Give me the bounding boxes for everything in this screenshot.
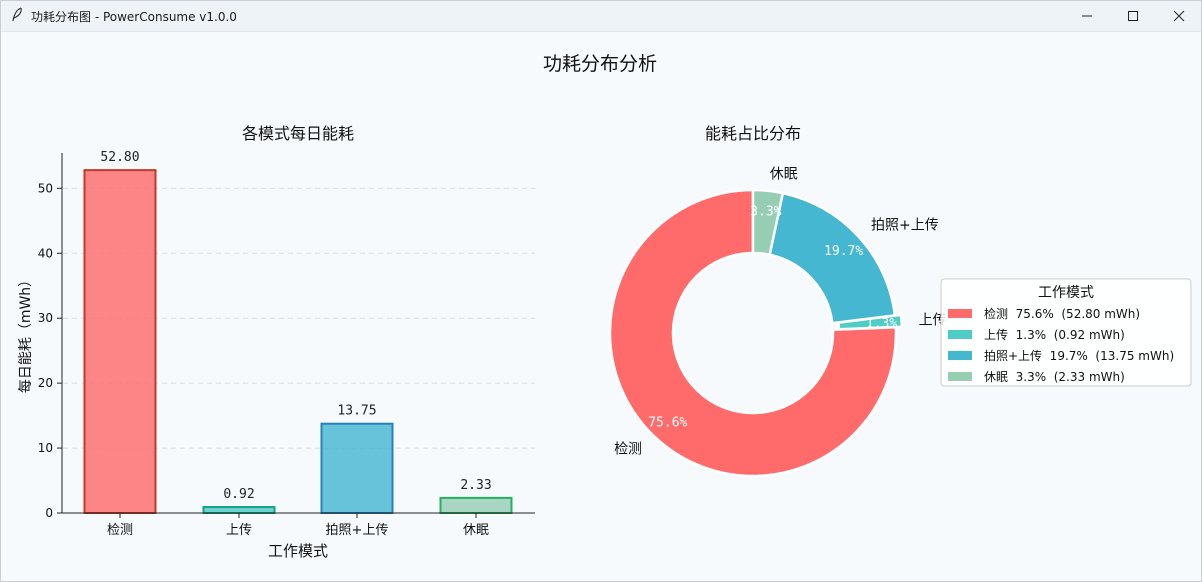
legend-entry-label: 休眠 3.3% (2.33 mWh) xyxy=(984,370,1125,384)
legend-frame xyxy=(940,278,1192,387)
bar-value-label: 2.33 xyxy=(460,478,491,493)
y-tick-label: 10 xyxy=(38,441,53,455)
donut-chart: 能耗占比分布 检测 上传 拍照+上传 休眠 75.6% 1.3% 19.7% 3.3% xyxy=(608,124,947,478)
bar-series xyxy=(83,169,513,515)
donut-category-label: 上传 xyxy=(919,312,947,328)
title-bar: 功耗分布图 - PowerConsume v1.0.0 xyxy=(0,0,1202,32)
bar-grid xyxy=(63,187,535,449)
legend-swatch xyxy=(948,309,972,318)
donut-wedge xyxy=(608,188,898,478)
donut-wedge xyxy=(751,188,785,257)
bar-chart-title: 各模式每日能耗 xyxy=(242,124,354,143)
donut-wedges xyxy=(608,188,904,478)
maximize-button[interactable] xyxy=(1110,0,1156,31)
y-tick-label: 20 xyxy=(38,376,53,390)
x-tick-label: 休眠 xyxy=(463,523,489,538)
bar-value-label: 52.80 xyxy=(100,150,139,165)
donut-percent-label: 19.7% xyxy=(824,244,863,259)
close-icon xyxy=(1173,10,1185,22)
x-tick-label: 检测 xyxy=(107,523,133,538)
bar-chart: 各模式每日能耗 52.80 0.92 13.75 2.33 0 10 20 30 40 50 检… xyxy=(18,124,535,560)
donut-percent-labels: 75.6% 1.3% 19.7% 3.3% xyxy=(648,205,897,431)
feather-icon xyxy=(12,7,22,22)
legend-entry-label: 拍照+上传 19.7% (13.75 mWh) xyxy=(984,348,1174,363)
legend-entries: 检测 75.6% (52.80 mWh) 上传 1.3% (0.92 mWh) 拍照… xyxy=(948,306,1174,384)
bar-value-label: 0.92 xyxy=(223,487,254,502)
bar-value-label: 13.75 xyxy=(337,404,376,419)
legend-swatch xyxy=(948,372,972,381)
figure-canvas: 功耗分布分析 各模式每日能耗 52.80 0.92 13.75 2.33 0 10 20 3… xyxy=(18,53,1192,560)
y-tick-label: 30 xyxy=(38,311,53,325)
y-tick-label: 50 xyxy=(38,181,53,195)
donut-labels: 检测 上传 拍照+上传 休眠 xyxy=(614,167,947,458)
y-tick-label: 40 xyxy=(38,246,53,260)
y-tick-label: 0 xyxy=(45,506,53,520)
bar xyxy=(320,422,394,515)
donut-percent-label: 75.6% xyxy=(648,416,687,431)
bar-value-labels: 52.80 0.92 13.75 2.33 xyxy=(100,150,491,502)
y-axis-ticks: 0 10 20 30 40 50 xyxy=(38,181,62,520)
legend-entry-label: 检测 75.6% (52.80 mWh) xyxy=(984,306,1140,321)
donut-category-label: 检测 xyxy=(614,442,642,458)
close-button[interactable] xyxy=(1156,0,1202,31)
window-title: 功耗分布图 - PowerConsume v1.0.0 xyxy=(31,10,237,24)
legend-swatch xyxy=(948,330,972,339)
minimize-button[interactable] xyxy=(1064,0,1110,31)
legend: 工作模式 检测 75.6% (52.80 mWh) 上传 1.3% (0.92 m… xyxy=(940,278,1192,387)
donut-chart-title: 能耗占比分布 xyxy=(705,124,801,143)
bar xyxy=(439,496,513,514)
bar xyxy=(202,506,276,514)
y-axis-label: 每日能耗（mWh） xyxy=(18,273,34,393)
maximize-icon xyxy=(1128,11,1138,21)
x-tick-label: 上传 xyxy=(226,523,252,538)
donut-percent-label: 3.3% xyxy=(750,205,781,220)
legend-title: 工作模式 xyxy=(1038,285,1094,301)
legend-swatch xyxy=(948,351,972,360)
x-axis-ticks: 检测 上传 拍照+上传 休眠 xyxy=(107,513,489,538)
legend-entry-label: 上传 1.3% (0.92 mWh) xyxy=(984,327,1125,342)
donut-percent-label: 1.3% xyxy=(866,316,897,331)
donut-category-label: 拍照+上传 xyxy=(871,218,939,234)
x-axis-label: 工作模式 xyxy=(268,542,328,560)
figure-suptitle: 功耗分布分析 xyxy=(543,53,657,75)
minimize-icon xyxy=(1082,15,1092,17)
donut-category-label: 休眠 xyxy=(770,167,798,183)
bar xyxy=(83,169,157,514)
x-tick-label: 拍照+上传 xyxy=(326,523,389,538)
